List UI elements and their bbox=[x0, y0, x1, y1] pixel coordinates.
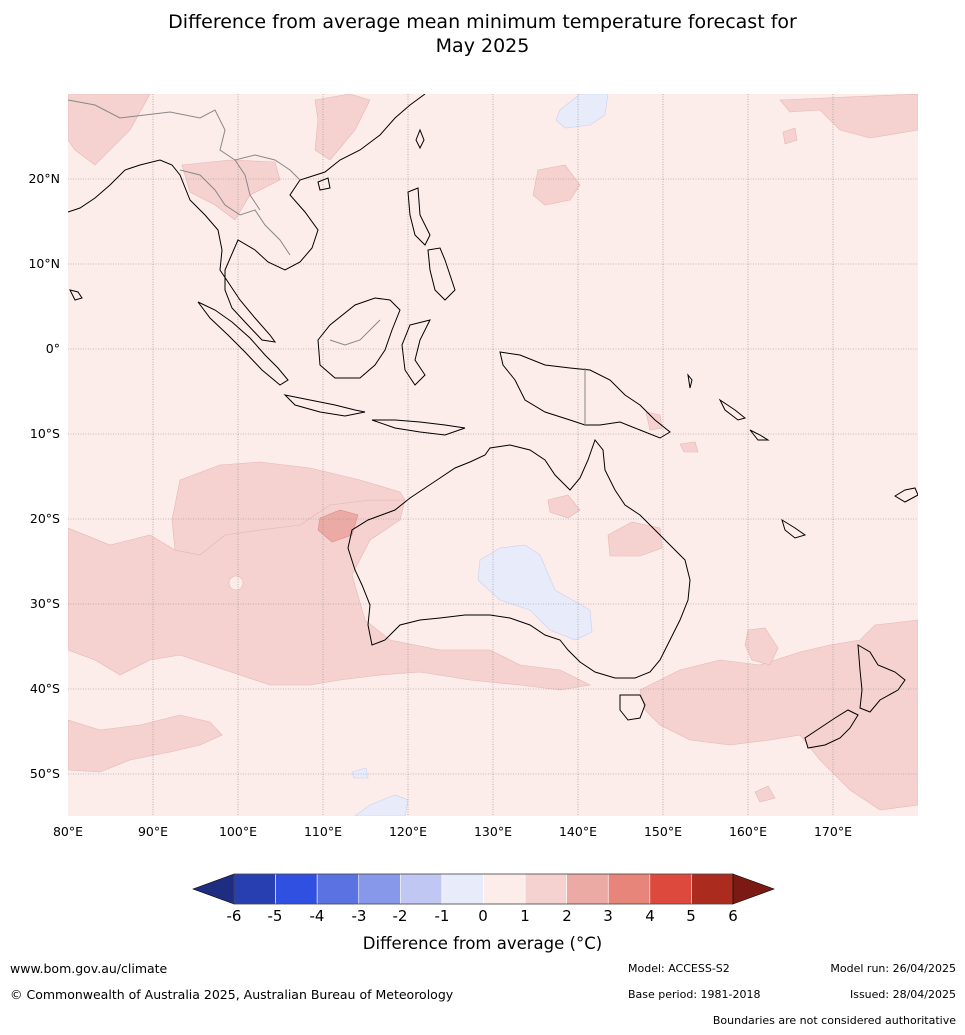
colorbar-tick: -3 bbox=[351, 907, 367, 925]
colorbar-cell bbox=[649, 873, 692, 905]
base-period: Base period: 1981-2018 bbox=[628, 988, 761, 1001]
anomaly-zone-warm bbox=[171, 461, 406, 556]
colorbar-tick: 5 bbox=[686, 907, 696, 925]
lat-label: 50°S bbox=[29, 766, 60, 781]
issued-date: Issued: 28/04/2025 bbox=[849, 988, 956, 1001]
lat-label: 30°S bbox=[29, 596, 60, 611]
graticule bbox=[68, 94, 918, 816]
lon-label: 90°E bbox=[137, 824, 169, 839]
colorbar-cell bbox=[275, 873, 318, 905]
anomaly-zone-warm bbox=[547, 494, 581, 519]
lon-label: 130°E bbox=[473, 824, 512, 839]
lat-label: 40°S bbox=[29, 681, 60, 696]
anomaly-zone-warm bbox=[779, 94, 918, 139]
anomaly-zone-warm bbox=[645, 411, 663, 431]
colorbar bbox=[192, 873, 775, 905]
lat-label: 20°S bbox=[29, 511, 60, 526]
lon-label: 80°E bbox=[52, 824, 84, 839]
colorbar-cell bbox=[691, 873, 734, 905]
lon-label: 170°E bbox=[813, 824, 852, 839]
anomaly-zone-warm bbox=[607, 521, 663, 557]
anomaly-zone-warm bbox=[68, 94, 151, 166]
lat-label: 0° bbox=[45, 341, 60, 356]
lat-label: 10°S bbox=[29, 426, 60, 441]
anomaly-zone-cool bbox=[477, 544, 593, 641]
lon-label: 110°E bbox=[303, 824, 342, 839]
colorbar-tick: 4 bbox=[645, 907, 655, 925]
colorbar-tick: -5 bbox=[267, 907, 283, 925]
colorbar-tick: -6 bbox=[226, 907, 242, 925]
colorbar-cell bbox=[400, 873, 443, 905]
anomaly-zone-cool bbox=[555, 94, 609, 129]
colorbar-tick: 1 bbox=[520, 907, 530, 925]
colorbar-tick: -4 bbox=[309, 907, 325, 925]
colorbar-extend-low bbox=[192, 873, 235, 905]
anomaly-zone-warm bbox=[68, 714, 223, 773]
anomaly-zone-warm bbox=[532, 164, 581, 206]
colorbar-cell bbox=[524, 873, 567, 905]
colorbar-cell bbox=[607, 873, 651, 905]
anomaly-zone-warmer bbox=[317, 509, 359, 543]
colorbar-cell bbox=[358, 873, 401, 905]
colorbar-tick: 2 bbox=[562, 907, 572, 925]
lon-label: 120°E bbox=[388, 824, 427, 839]
lat-label: 10°N bbox=[28, 256, 60, 271]
colorbar-cell bbox=[316, 873, 360, 905]
anomaly-zone-warm bbox=[744, 627, 779, 666]
colorbar-cell bbox=[441, 873, 484, 905]
colorbar-tick: -2 bbox=[392, 907, 408, 925]
colorbar-tick: 6 bbox=[728, 907, 738, 925]
anomaly-zone-warm bbox=[782, 127, 798, 145]
colorbar-cell bbox=[566, 873, 609, 905]
anomaly-zone-neutral bbox=[228, 575, 244, 591]
colorbar-title: Difference from average (°C) bbox=[362, 934, 603, 953]
model-run-date: Model run: 26/04/2025 bbox=[830, 962, 956, 975]
lon-label: 150°E bbox=[643, 824, 682, 839]
anomaly-zone-warm bbox=[754, 785, 776, 803]
colorbar-cell bbox=[483, 873, 526, 905]
anomaly-zone-cool bbox=[351, 767, 369, 779]
copyright-notice: © Commonwealth of Australia 2025, Austra… bbox=[10, 987, 454, 1002]
lon-label: 140°E bbox=[558, 824, 597, 839]
boundary-disclaimer: Boundaries are not considered authoritat… bbox=[712, 1014, 956, 1027]
lon-label: 160°E bbox=[728, 824, 767, 839]
anomaly-zone-warm bbox=[314, 94, 371, 161]
anomaly-zone-cool bbox=[354, 794, 409, 816]
anomaly-zone-warm bbox=[679, 441, 699, 453]
website-link[interactable]: www.bom.gov.au/climate bbox=[10, 961, 168, 976]
title-line-2: May 2025 bbox=[435, 35, 530, 57]
lat-label: 20°N bbox=[28, 171, 60, 186]
map-title: Difference from average mean minimum tem… bbox=[0, 10, 965, 58]
country-boundaries bbox=[68, 99, 586, 425]
lon-label: 100°E bbox=[218, 824, 257, 839]
colorbar-tick: 0 bbox=[478, 907, 488, 925]
model-name: Model: ACCESS-S2 bbox=[628, 962, 730, 975]
title-line-1: Difference from average mean minimum tem… bbox=[168, 11, 797, 33]
colorbar-extend-high bbox=[732, 873, 775, 905]
colorbar-tick: 3 bbox=[603, 907, 613, 925]
coastlines bbox=[68, 94, 918, 749]
colorbar-tick: -1 bbox=[434, 907, 450, 925]
colorbar-cell bbox=[233, 873, 276, 905]
